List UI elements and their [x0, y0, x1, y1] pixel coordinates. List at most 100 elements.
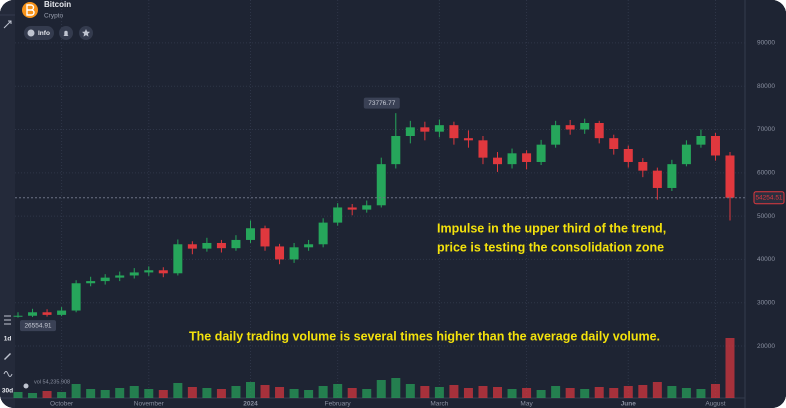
annotation: Impulse in the upper third of the trend, [437, 221, 666, 235]
eye-icon [23, 383, 29, 389]
y-tick-label: 70000 [757, 126, 775, 133]
volume-bar [652, 382, 662, 398]
high-label-box [363, 97, 400, 109]
y-tick-label: 90000 [757, 40, 775, 47]
candle-body [28, 312, 38, 316]
low-label: 26554.91 [24, 322, 51, 329]
volume-bar [725, 338, 735, 398]
candle-body [449, 125, 459, 139]
x-tick-label: August [705, 401, 725, 408]
candle-body [333, 207, 343, 223]
y-tick-label: 30000 [757, 299, 775, 306]
candle-body [275, 246, 285, 260]
x-tick-label: 2024 [243, 401, 258, 408]
candle-body [652, 170, 662, 188]
curve-tool[interactable] [3, 371, 13, 377]
volume-bar [681, 388, 691, 398]
volume-bar [129, 386, 139, 398]
candle-body [551, 125, 561, 145]
info-button[interactable] [24, 26, 54, 40]
volume-bar [318, 386, 328, 398]
draw-tool[interactable] [3, 20, 12, 29]
volume-bar [202, 388, 212, 398]
candle-body [144, 270, 154, 273]
annotation: The daily trading volume is several time… [189, 329, 660, 343]
volume-bar [231, 386, 241, 398]
x-tick-label: March [430, 401, 448, 408]
range-button[interactable]: 30d [2, 388, 13, 395]
candle-body [434, 125, 444, 132]
candle-body [420, 127, 430, 132]
volume-bar [115, 388, 125, 398]
candle-body [260, 228, 270, 247]
candle-body [202, 242, 212, 249]
candle-body [289, 247, 299, 260]
volume-bar [536, 390, 546, 398]
price-label: 54254.51 [755, 194, 782, 201]
volume-bar [463, 388, 473, 398]
low-label-box [20, 320, 56, 332]
volume-bar [86, 389, 96, 398]
volume-bar [507, 389, 517, 398]
volume-readout: vol 54,235.908 [34, 379, 70, 385]
volume-bar [100, 390, 110, 398]
candle-body [391, 135, 401, 165]
candle-body [536, 144, 546, 162]
info-label: Info [38, 30, 50, 37]
candle-body [710, 135, 720, 156]
price-label-box [753, 191, 785, 205]
volume-bar [391, 378, 401, 398]
volume-bar [493, 387, 503, 398]
y-tick-label: 80000 [757, 83, 775, 90]
volume-bar [580, 389, 590, 398]
volume-bar [289, 389, 299, 398]
candle-body [115, 275, 125, 278]
candle-body [507, 153, 517, 165]
volume-bar [173, 383, 183, 398]
asset-title: Bitcoin [44, 0, 71, 9]
candle-body [594, 123, 604, 139]
volume-bar [275, 387, 285, 398]
volume-bar [522, 388, 532, 398]
y-tick-label: 60000 [757, 170, 775, 177]
volume-bar [594, 387, 604, 398]
volume-bar [158, 390, 168, 398]
x-tick-label: May [520, 401, 533, 408]
candle-body [347, 207, 357, 210]
candle-body [173, 244, 183, 274]
menu-tool[interactable] [4, 315, 11, 325]
volume-bar [565, 388, 575, 398]
candle-body [725, 155, 735, 198]
volume-bar [638, 385, 648, 398]
candle-body [493, 157, 503, 165]
volume-bar [434, 387, 444, 398]
volume-bar [362, 389, 372, 398]
candle-body [42, 312, 52, 315]
candle-body [405, 127, 415, 136]
volume-bar [304, 390, 314, 398]
candle-body [362, 205, 372, 210]
y-tick-label: 20000 [757, 343, 775, 350]
pen-tool[interactable] [4, 353, 11, 360]
volume-bar [347, 388, 357, 398]
candle-body [129, 272, 139, 276]
candle-body [638, 161, 648, 171]
volume-bar [449, 385, 459, 398]
candle-body [216, 242, 226, 249]
interval-button[interactable]: 1d [4, 336, 12, 343]
volume-bar [28, 393, 38, 398]
left-toolbar [0, 0, 15, 408]
volume-bar [57, 392, 67, 398]
candle-body [376, 164, 386, 206]
star-icon [82, 29, 90, 37]
asset-subtitle: Crypto [44, 13, 64, 20]
bell-icon [63, 30, 69, 36]
volume-bar [71, 384, 81, 398]
x-tick-label: February [325, 401, 352, 408]
candle-body [463, 138, 473, 141]
annotation: price is testing the consolidation zone [437, 240, 664, 254]
candle-body [304, 244, 314, 248]
